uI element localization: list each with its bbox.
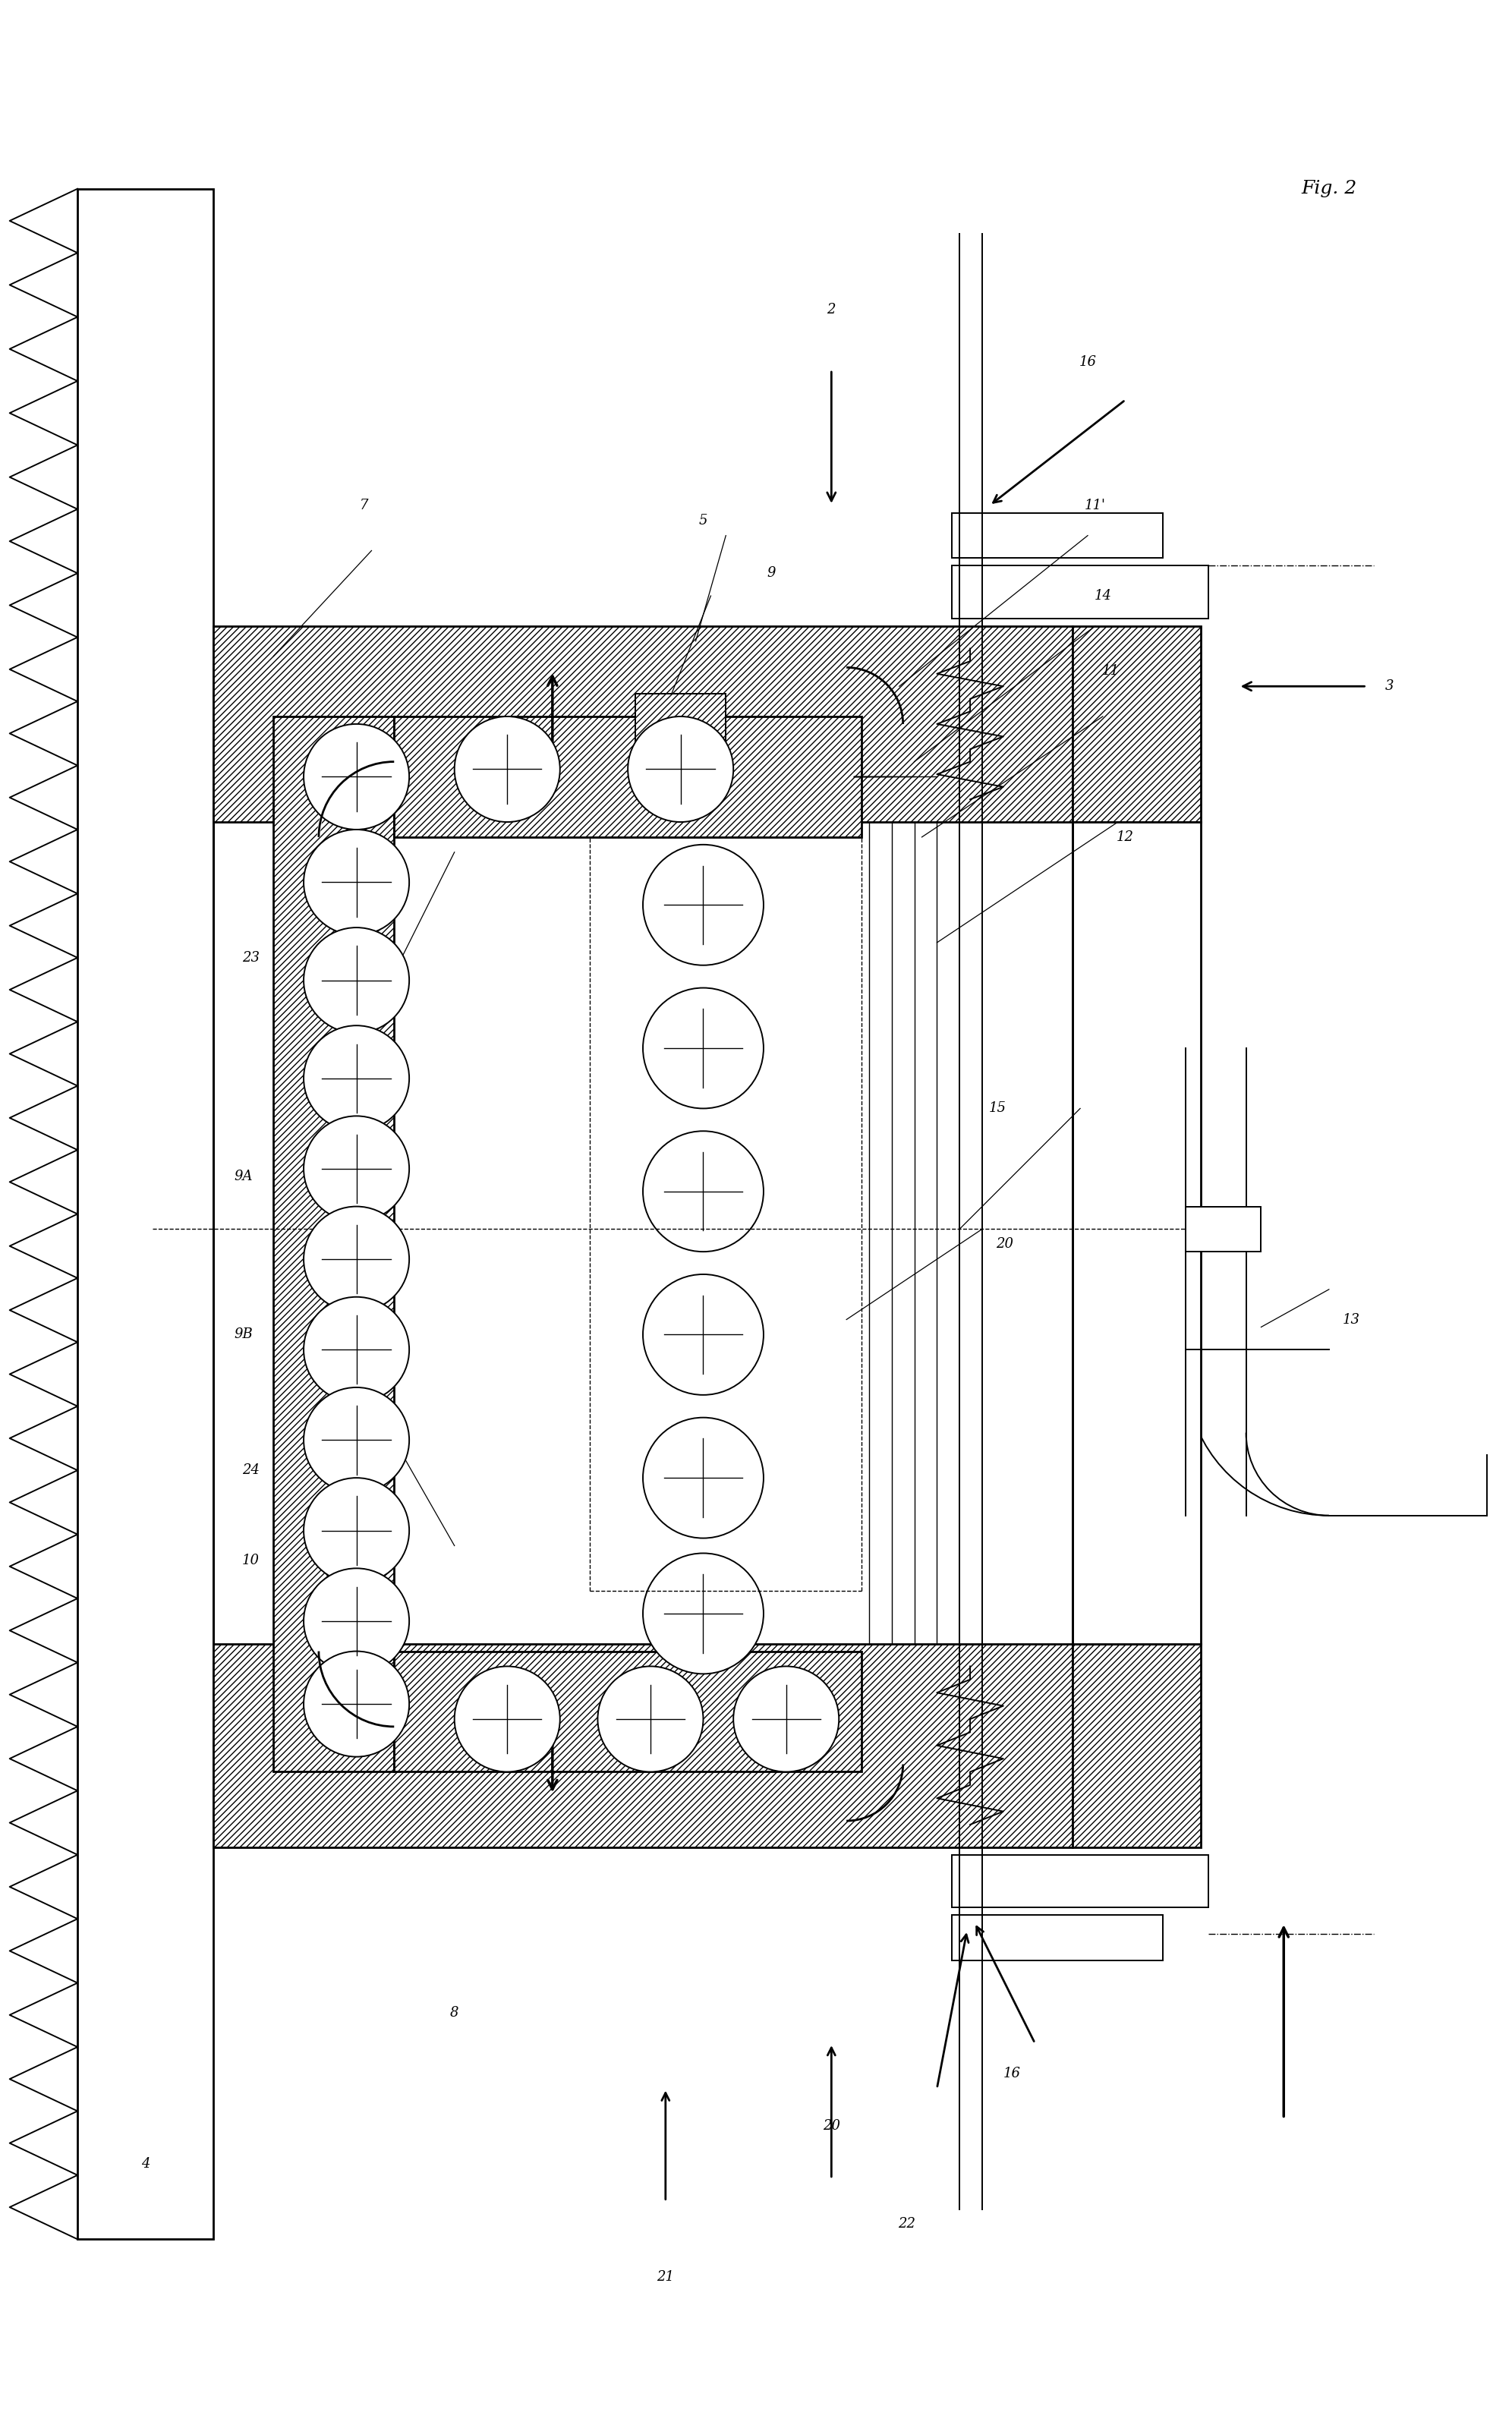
Circle shape — [455, 716, 559, 823]
Text: 13: 13 — [1343, 1314, 1361, 1326]
Bar — [274, 716, 395, 1772]
Text: 20: 20 — [823, 2120, 841, 2132]
Bar — [1185, 1207, 1261, 1253]
Bar — [395, 1651, 862, 1772]
Circle shape — [304, 927, 410, 1032]
Circle shape — [643, 1131, 764, 1253]
Circle shape — [304, 1207, 410, 1311]
Text: 16: 16 — [1080, 354, 1096, 369]
Text: 5: 5 — [699, 515, 708, 527]
Text: 3: 3 — [1385, 680, 1394, 692]
Bar — [953, 566, 1208, 619]
Bar — [77, 189, 213, 2239]
Circle shape — [304, 1025, 410, 1131]
Circle shape — [304, 830, 410, 935]
Bar — [1072, 1644, 1201, 1848]
Text: 16: 16 — [1004, 2066, 1021, 2081]
Circle shape — [643, 1275, 764, 1396]
Circle shape — [643, 845, 764, 966]
Text: 11': 11' — [1084, 498, 1105, 512]
Bar — [213, 1644, 1072, 1848]
Text: Fig. 2: Fig. 2 — [1302, 180, 1356, 197]
Bar — [1072, 626, 1201, 823]
Bar — [953, 1855, 1208, 1908]
Text: 20: 20 — [996, 1238, 1013, 1250]
Bar — [395, 716, 862, 838]
Text: 10: 10 — [242, 1554, 260, 1568]
Text: 15: 15 — [989, 1102, 1005, 1114]
Text: 23: 23 — [242, 952, 260, 964]
Text: 7: 7 — [360, 498, 369, 512]
Circle shape — [304, 1479, 410, 1583]
Text: 2: 2 — [827, 304, 836, 316]
Bar — [213, 626, 1072, 823]
Circle shape — [304, 1117, 410, 1221]
Circle shape — [643, 988, 764, 1110]
Text: 24: 24 — [242, 1464, 260, 1476]
Text: 14: 14 — [1095, 590, 1111, 602]
Circle shape — [304, 1651, 410, 1758]
Text: 8: 8 — [451, 2006, 458, 2020]
Text: 11: 11 — [1102, 665, 1119, 677]
Text: 9A: 9A — [234, 1170, 253, 1182]
Text: 21: 21 — [656, 2270, 674, 2285]
Text: 6: 6 — [322, 784, 331, 799]
Text: 9: 9 — [767, 566, 776, 580]
Circle shape — [643, 1418, 764, 1539]
Text: 4: 4 — [141, 2156, 150, 2171]
Bar — [953, 512, 1163, 558]
Circle shape — [455, 1666, 559, 1772]
Circle shape — [733, 1666, 839, 1772]
Text: 9B: 9B — [234, 1328, 253, 1340]
Bar — [953, 1916, 1163, 1959]
Circle shape — [304, 1386, 410, 1493]
Circle shape — [643, 1554, 764, 1673]
Text: 12: 12 — [1117, 830, 1134, 845]
Circle shape — [597, 1666, 703, 1772]
Bar — [1072, 823, 1201, 1644]
Circle shape — [304, 724, 410, 830]
Bar — [635, 694, 726, 770]
Circle shape — [627, 716, 733, 823]
Circle shape — [304, 1568, 410, 1673]
Text: 22: 22 — [898, 2217, 915, 2231]
Circle shape — [304, 1297, 410, 1403]
